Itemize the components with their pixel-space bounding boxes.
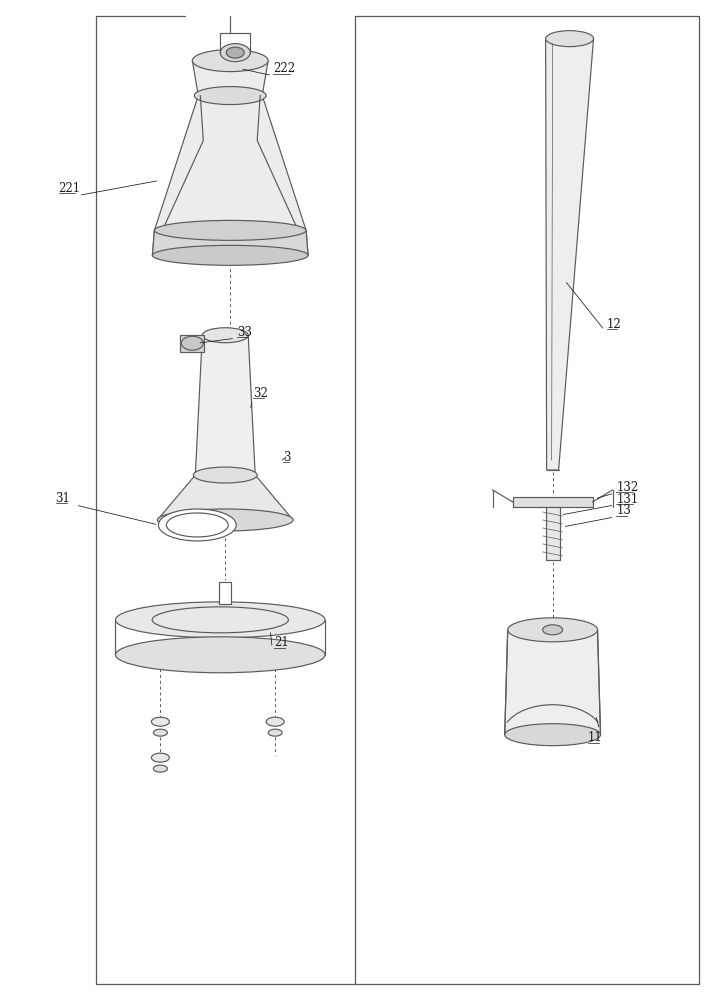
Ellipse shape [158, 509, 236, 541]
Ellipse shape [546, 31, 594, 47]
Ellipse shape [194, 87, 266, 105]
Polygon shape [505, 630, 601, 735]
Polygon shape [513, 497, 592, 507]
Text: 131: 131 [617, 493, 639, 506]
Ellipse shape [220, 44, 250, 62]
Ellipse shape [158, 509, 293, 531]
Ellipse shape [181, 336, 204, 350]
Polygon shape [153, 61, 308, 255]
Text: 11: 11 [587, 731, 602, 744]
Text: 21: 21 [274, 636, 289, 649]
Ellipse shape [505, 724, 601, 746]
Polygon shape [153, 230, 308, 255]
Ellipse shape [543, 625, 563, 635]
Ellipse shape [151, 753, 169, 762]
Text: 33: 33 [237, 326, 252, 339]
Text: 132: 132 [617, 481, 639, 494]
Ellipse shape [115, 637, 325, 673]
Text: 32: 32 [253, 387, 268, 400]
Ellipse shape [268, 729, 282, 736]
Polygon shape [195, 335, 255, 475]
Text: 12: 12 [607, 318, 621, 331]
Text: 13: 13 [617, 504, 632, 517]
Polygon shape [546, 507, 559, 560]
Text: 221: 221 [59, 182, 81, 195]
Ellipse shape [508, 618, 597, 642]
Ellipse shape [202, 328, 248, 343]
Polygon shape [181, 335, 204, 352]
Ellipse shape [227, 47, 244, 58]
Ellipse shape [266, 717, 284, 726]
Ellipse shape [115, 602, 325, 638]
Ellipse shape [194, 467, 257, 483]
Polygon shape [546, 39, 594, 470]
Ellipse shape [151, 717, 169, 726]
Ellipse shape [153, 729, 167, 736]
Text: 31: 31 [56, 492, 70, 505]
Ellipse shape [154, 220, 306, 240]
Text: 222: 222 [273, 62, 295, 75]
Text: 3: 3 [283, 451, 290, 464]
Ellipse shape [153, 245, 308, 265]
Ellipse shape [192, 50, 268, 72]
Polygon shape [219, 582, 232, 604]
Polygon shape [158, 475, 293, 520]
Ellipse shape [153, 765, 167, 772]
